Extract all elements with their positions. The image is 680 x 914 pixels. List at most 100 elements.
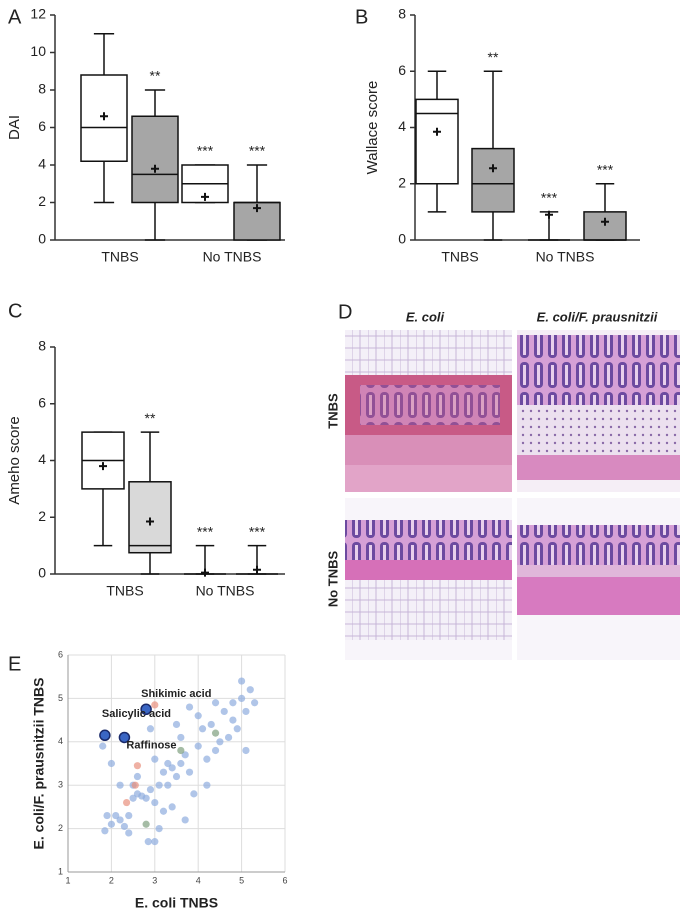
panel-label: B — [355, 6, 368, 28]
point — [101, 827, 109, 835]
y-axis-label: DAI — [6, 115, 23, 140]
significance: ** — [150, 68, 161, 84]
image-tnbs-combo — [517, 330, 680, 492]
group-label: TNBS — [441, 249, 478, 265]
x-tick-label: 3 — [152, 875, 157, 885]
point — [142, 820, 150, 828]
point — [198, 725, 207, 733]
y-tick-label: 2 — [38, 508, 46, 524]
point — [125, 829, 133, 837]
point — [211, 746, 220, 755]
point — [131, 781, 139, 789]
point — [177, 733, 185, 742]
y-tick-label: 1 — [58, 866, 63, 876]
significance: ** — [488, 49, 499, 65]
image-notnbs-combo — [517, 498, 680, 660]
mean-marker — [201, 192, 209, 201]
point — [125, 811, 133, 820]
point — [238, 694, 246, 703]
x-tick-label: 6 — [282, 875, 287, 885]
box — [415, 98, 459, 185]
point — [211, 729, 220, 737]
significance: *** — [197, 143, 214, 159]
group-label: TNBS — [106, 583, 143, 599]
point — [151, 838, 159, 846]
point — [146, 785, 155, 794]
highlight-point — [99, 729, 111, 742]
point — [133, 762, 142, 770]
y-tick-label: 6 — [58, 649, 63, 659]
box — [583, 211, 627, 241]
point — [216, 738, 224, 746]
point — [251, 699, 259, 707]
point — [172, 772, 181, 781]
y-tick-label: 12 — [30, 6, 46, 22]
y-tick-label: 0 — [38, 231, 46, 247]
y-axis-label: Ameho score — [6, 416, 23, 504]
point — [120, 822, 129, 831]
point — [159, 807, 168, 815]
point — [122, 798, 131, 807]
mean-marker — [253, 565, 261, 574]
group-label: No TNBS — [196, 583, 255, 599]
significance: ** — [145, 410, 156, 426]
y-tick-label: 3 — [58, 780, 63, 790]
point — [203, 755, 211, 763]
group-label: TNBS — [101, 249, 138, 265]
point — [233, 725, 241, 733]
mean-marker — [100, 112, 108, 121]
column-header: E. coli — [406, 309, 445, 324]
point — [190, 790, 198, 798]
y-tick-label: 2 — [58, 823, 63, 833]
point — [246, 686, 254, 694]
x-tick-label: 4 — [196, 875, 201, 885]
point — [229, 716, 237, 724]
x-tick-label: 1 — [65, 875, 70, 885]
y-tick-label: 6 — [398, 62, 406, 78]
mean-marker — [601, 217, 609, 226]
point — [133, 772, 142, 781]
y-tick-label: 4 — [38, 156, 46, 172]
point — [220, 707, 228, 716]
panel-label: D — [338, 301, 352, 323]
point — [194, 712, 202, 720]
point — [116, 816, 124, 824]
point — [203, 781, 211, 789]
point — [177, 759, 185, 768]
panel-label: E — [8, 653, 21, 675]
y-tick-label: 4 — [398, 118, 406, 134]
row-header: No TNBS — [325, 551, 340, 608]
panel-label: C — [8, 300, 22, 322]
point — [242, 707, 250, 716]
point — [142, 794, 150, 802]
point — [185, 703, 194, 711]
y-tick-label: 2 — [38, 193, 46, 209]
y-tick-label: 0 — [398, 231, 406, 247]
y-tick-label: 10 — [30, 43, 46, 59]
point — [211, 699, 220, 707]
mean-marker — [489, 164, 497, 173]
box — [128, 481, 172, 554]
point — [177, 746, 185, 755]
point — [181, 816, 189, 824]
y-tick-label: 5 — [58, 693, 63, 703]
point — [229, 699, 237, 707]
significance: *** — [597, 161, 614, 177]
point — [172, 720, 181, 729]
y-tick-label: 6 — [38, 394, 46, 410]
histology-images — [345, 330, 680, 660]
point — [103, 811, 111, 820]
panel-label: A — [8, 6, 22, 28]
point — [168, 764, 176, 772]
y-tick-label: 4 — [38, 451, 46, 467]
point — [155, 825, 163, 833]
mean-marker — [433, 127, 441, 136]
significance: *** — [197, 523, 214, 539]
point — [207, 720, 215, 729]
mean-marker — [545, 210, 553, 219]
mean-marker — [99, 462, 107, 471]
point — [164, 781, 172, 789]
mean-marker — [146, 517, 154, 526]
box — [471, 147, 515, 213]
